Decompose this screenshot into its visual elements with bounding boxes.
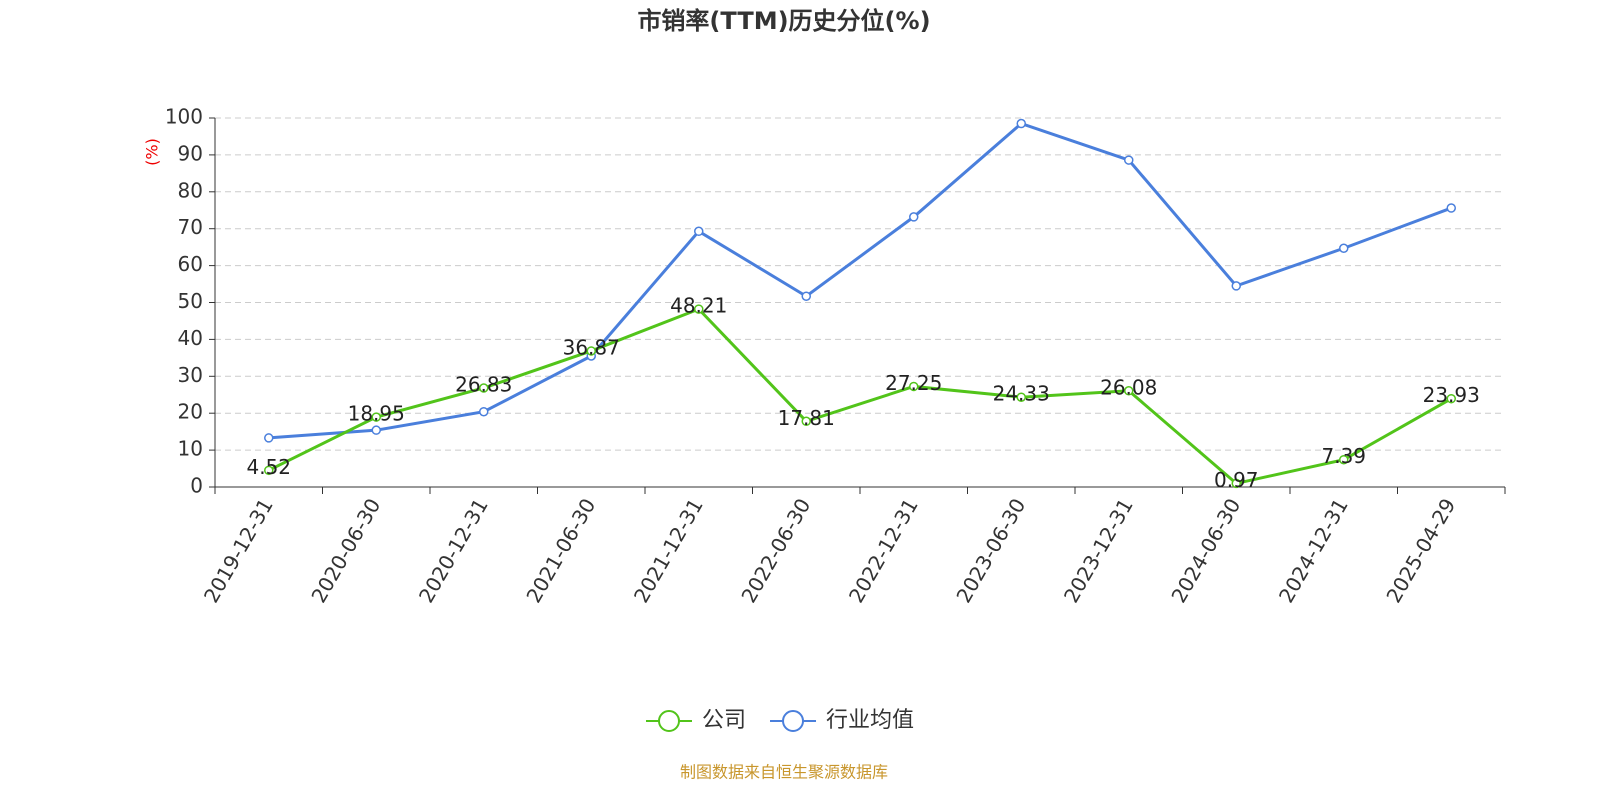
- x-tick-label: 2020-12-31: [414, 494, 493, 607]
- point: [479, 383, 489, 393]
- y-tick-label: 0: [190, 474, 203, 498]
- x-tick-label: 2020-06-30: [306, 494, 385, 607]
- data-label: 4.52: [246, 455, 291, 479]
- y-tick-label: 30: [178, 363, 203, 387]
- y-tick-label: 100: [165, 105, 203, 129]
- point: [1016, 118, 1026, 129]
- data-label: 24.33: [993, 382, 1050, 406]
- x-tick-label: 2021-12-31: [629, 494, 708, 607]
- point: [1016, 392, 1026, 402]
- y-axis-label: (%): [143, 138, 162, 166]
- point: [1446, 393, 1456, 404]
- data-label: 23.93: [1423, 383, 1480, 407]
- point: [479, 406, 489, 417]
- point: [1124, 155, 1134, 165]
- y-tick-label: 20: [178, 400, 203, 424]
- data-label: 7.39: [1321, 444, 1366, 468]
- point: [1339, 243, 1349, 254]
- data-label: 26.83: [455, 372, 512, 396]
- data-label: 36.87: [563, 335, 620, 359]
- point: [694, 304, 704, 314]
- point: [909, 212, 919, 222]
- point: [1231, 281, 1241, 291]
- legend-marker: [658, 710, 680, 732]
- y-tick-label: 40: [178, 326, 203, 350]
- data-label: 18.95: [348, 402, 405, 426]
- point: [264, 433, 274, 443]
- series-line: [268, 121, 1452, 440]
- x-tick-label: 2019-12-31: [199, 494, 278, 607]
- x-tick-label: 2024-06-30: [1166, 494, 1245, 607]
- point: [694, 226, 704, 237]
- point: [586, 346, 596, 356]
- y-tick-label: 60: [178, 252, 203, 276]
- y-tick-label: 70: [178, 215, 203, 239]
- x-tick-label: 2022-06-30: [736, 494, 815, 607]
- point: [1446, 203, 1456, 213]
- x-tick-label: 2022-12-31: [844, 494, 923, 607]
- x-tick-label: 2024-12-31: [1274, 494, 1353, 607]
- data-label: 27.25: [885, 371, 942, 395]
- point: [1339, 454, 1349, 465]
- data-label: 0.97: [1214, 468, 1259, 492]
- x-tick-label: 2021-06-30: [521, 494, 600, 607]
- point: [371, 425, 381, 435]
- point: [371, 412, 381, 422]
- data-label: 26.08: [1100, 375, 1157, 399]
- x-tick-label: 2023-06-30: [951, 494, 1030, 607]
- legend-label: 公司: [702, 708, 746, 733]
- point: [909, 381, 919, 392]
- point: [801, 291, 811, 301]
- x-tick-label: 2023-12-31: [1059, 494, 1138, 607]
- y-tick-label: 10: [178, 437, 203, 461]
- chart-title: 市销率(TTM)历史分位(%): [637, 7, 930, 35]
- point: [801, 416, 811, 427]
- point: [1124, 386, 1134, 396]
- legend-marker: [782, 710, 805, 732]
- point: [1231, 478, 1241, 489]
- y-tick-label: 90: [178, 141, 203, 165]
- y-tick-label: 50: [178, 289, 203, 313]
- point: [264, 465, 274, 476]
- y-tick-label: 80: [178, 178, 203, 202]
- data-label: 48.21: [670, 294, 727, 318]
- source-note: 制图数据来自恒生聚源数据库: [680, 763, 888, 782]
- data-label: 17.81: [778, 406, 835, 430]
- x-tick-label: 2025-04-29: [1381, 494, 1460, 607]
- legend-label: 行业均值: [826, 708, 914, 733]
- series-line: [268, 307, 1452, 486]
